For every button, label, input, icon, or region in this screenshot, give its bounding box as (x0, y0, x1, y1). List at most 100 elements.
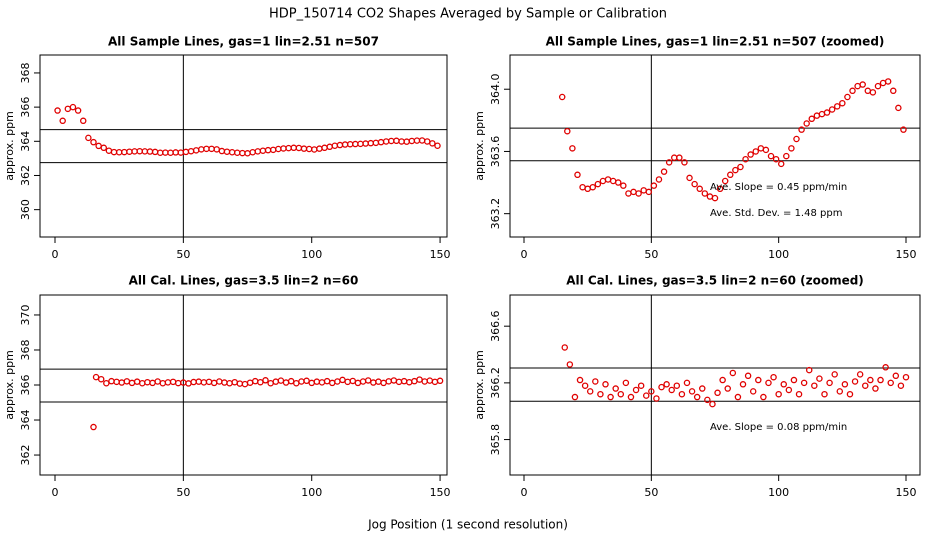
data-point (683, 379, 691, 387)
data-point (749, 388, 757, 395)
data-point (597, 390, 604, 398)
data-point (663, 381, 670, 388)
data-point (686, 174, 693, 182)
data-point (100, 144, 108, 152)
data-point (668, 386, 675, 394)
data-point (54, 107, 61, 114)
panel-title: All Cal. Lines, gas=3.5 lin=2 n=60 (zoom… (566, 274, 864, 288)
data-point (729, 369, 737, 377)
plot-frame (39, 54, 448, 238)
data-point (79, 117, 87, 125)
y-tick-label: 360 (19, 199, 32, 220)
data-point (711, 194, 719, 202)
data-point (790, 376, 798, 384)
data-point (655, 176, 663, 183)
x-tick-label: 100 (301, 248, 322, 261)
data-point (69, 103, 77, 111)
x-tick-label: 50 (644, 486, 658, 499)
data-point (103, 379, 110, 387)
data-point (816, 375, 823, 382)
y-axis-label: approx. ppm (3, 111, 16, 181)
data-point (699, 385, 706, 392)
data-point (755, 376, 762, 384)
data-point (734, 393, 742, 401)
data-point (747, 151, 754, 158)
y-tick-label: 366 (19, 97, 32, 118)
data-point (783, 152, 790, 160)
annotation: Ave. Slope = 0.45 ppm/min (710, 182, 847, 193)
data-point (650, 182, 658, 189)
data-point (564, 127, 571, 135)
panel: All Cal. Lines, gas=3.5 lin=2 n=60 approx… (3, 274, 451, 500)
data-point (592, 378, 599, 385)
data-point (688, 388, 696, 395)
data-point (793, 135, 800, 143)
y-tick-label: 364 (19, 410, 32, 431)
data-point (658, 383, 665, 391)
data-point (90, 423, 97, 431)
data-point (884, 78, 892, 85)
data-point (721, 177, 729, 185)
data-point (788, 145, 795, 152)
panel: All Sample Lines, gas=1 lin=2.51 n=507 ap… (3, 35, 451, 262)
data-point (872, 385, 879, 392)
data-point (436, 377, 444, 385)
y-tick-label: 366 (19, 375, 32, 396)
data-point (811, 382, 818, 389)
data-point (709, 400, 716, 408)
x-tick-label: 150 (430, 486, 451, 499)
data-point (785, 386, 793, 394)
y-tick-label: 362 (19, 445, 32, 466)
data-point (752, 148, 759, 155)
data-point (303, 377, 310, 385)
data-point (900, 126, 907, 133)
data-point (429, 140, 436, 147)
x-tick-label: 0 (51, 486, 58, 499)
data-point (97, 375, 105, 383)
data-point (777, 160, 785, 168)
data-point (637, 382, 645, 389)
data-point (612, 385, 619, 392)
data-point (262, 377, 269, 384)
data-point (719, 376, 726, 384)
data-point (434, 142, 441, 149)
data-point (823, 109, 831, 116)
data-point (833, 103, 841, 110)
data-point (92, 373, 100, 381)
data-point (739, 381, 747, 388)
data-point (760, 393, 767, 401)
y-tick-label: 364 (19, 131, 32, 152)
data-point (566, 361, 574, 368)
x-tick-label: 50 (644, 248, 658, 261)
data-point (851, 378, 859, 385)
data-point (895, 104, 902, 112)
y-tick-label: 366.6 (489, 310, 502, 342)
y-tick-label: 366.2 (489, 367, 502, 399)
data-point (798, 126, 805, 133)
data-point (561, 344, 569, 351)
data-point (85, 134, 92, 142)
y-axis-label: approx. ppm (3, 350, 16, 420)
data-point (617, 390, 625, 398)
data-point (821, 390, 828, 398)
data-point (691, 180, 698, 188)
data-point (727, 171, 734, 179)
x-tick-label: 50 (176, 248, 190, 261)
data-point (627, 393, 635, 401)
data-point (660, 168, 668, 175)
data-point (714, 389, 721, 397)
data-point (742, 155, 749, 163)
plot-frame (509, 54, 921, 238)
data-point (795, 390, 803, 398)
data-point (620, 182, 627, 189)
data-point (859, 81, 866, 88)
data-point (645, 188, 653, 196)
y-tick-label: 362 (19, 165, 32, 186)
data-point (632, 386, 640, 394)
x-tick-label: 0 (521, 248, 528, 261)
data-point (701, 190, 709, 197)
panel-title: All Cal. Lines, gas=3.5 lin=2 n=60 (129, 274, 359, 288)
data-point (892, 372, 900, 380)
data-point (828, 106, 836, 113)
